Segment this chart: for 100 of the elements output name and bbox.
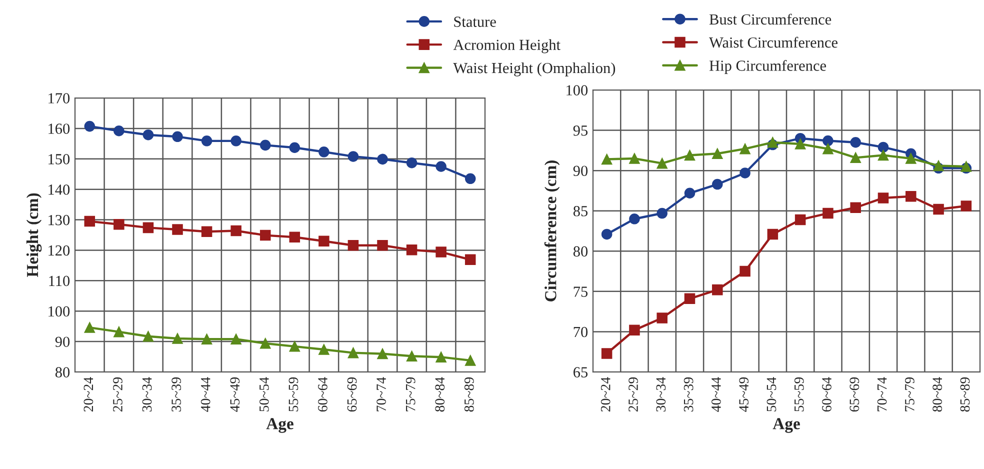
x-tick-label: 85~89: [960, 377, 970, 412]
x-tick-label: 60~64: [318, 377, 328, 412]
point: [172, 131, 183, 142]
point: [464, 254, 476, 266]
point: [230, 136, 242, 146]
point: [318, 236, 330, 246]
point: [84, 322, 96, 333]
point: [464, 355, 476, 366]
point: [377, 240, 388, 251]
point: [878, 192, 889, 204]
y-tick-label: 90: [573, 166, 588, 176]
point: [656, 312, 668, 324]
y-axis-title: Height (cm): [26, 193, 42, 278]
point: [906, 153, 916, 164]
point: [601, 154, 612, 165]
point: [822, 208, 834, 219]
point: [850, 152, 861, 164]
x-tick-label: 25~29: [113, 377, 122, 412]
point: [794, 138, 806, 150]
y-tick-label: 80: [55, 367, 70, 378]
point: [850, 202, 861, 214]
x-tick-label: 75~79: [406, 377, 416, 412]
x-tick-label: 45~49: [739, 377, 749, 412]
point: [684, 150, 696, 161]
point: [906, 190, 916, 202]
x-tick-label: 85~89: [464, 377, 474, 412]
y-tick-label: 80: [573, 246, 588, 257]
point: [348, 240, 359, 251]
x-tick-label: 50~54: [766, 377, 776, 412]
point: [933, 204, 944, 215]
point: [960, 200, 972, 212]
point: [822, 143, 834, 154]
y-tick-label: 120: [48, 245, 70, 256]
x-tick-label: 40~44: [200, 377, 210, 412]
legend-label: Acromion Height: [453, 39, 560, 54]
x-tick-label: 80~84: [435, 377, 445, 412]
y-tick-label: 140: [48, 184, 70, 195]
point: [142, 222, 154, 234]
point: [822, 135, 834, 146]
x-tick-label: 30~34: [142, 377, 152, 412]
point: [142, 129, 154, 140]
legend-label: Waist Circumference: [709, 36, 838, 48]
point: [406, 157, 418, 168]
y-tick-label: 75: [574, 286, 588, 297]
y-tick-label: 90: [55, 336, 70, 348]
point: [318, 146, 330, 158]
x-tick-label: 45~49: [230, 377, 240, 412]
point: [172, 224, 183, 235]
point: [406, 350, 418, 362]
x-tick-label: 70~74: [877, 377, 887, 412]
point: [767, 228, 778, 240]
point: [114, 218, 124, 230]
point: [260, 338, 271, 349]
point: [436, 352, 446, 362]
point: [656, 208, 668, 219]
point: [201, 334, 212, 344]
x-tick-label: 65~69: [850, 377, 860, 412]
x-tick-label: 75~79: [905, 377, 914, 412]
point: [712, 284, 723, 296]
point: [289, 341, 300, 352]
point: [348, 347, 359, 358]
x-tick-label: 60~64: [822, 377, 832, 412]
x-tick-label: 50~54: [259, 377, 269, 412]
point: [601, 348, 612, 359]
point: [201, 226, 212, 238]
point: [850, 136, 861, 148]
point: [436, 161, 446, 172]
point: [348, 151, 359, 162]
y-axis-title: Circumference (cm): [544, 160, 560, 302]
point: [84, 120, 96, 132]
x-tick-label: 40~44: [711, 377, 721, 412]
point: [740, 266, 750, 277]
x-tick-label: 35~39: [684, 377, 694, 412]
x-tick-label: 35~39: [172, 377, 181, 412]
x-tick-label: 65~69: [347, 377, 357, 412]
y-tick-label: 110: [49, 276, 70, 286]
point: [629, 214, 640, 224]
point: [289, 232, 300, 243]
point: [172, 333, 183, 344]
point: [629, 153, 640, 164]
point: [260, 230, 271, 241]
y-tick-label: 70: [574, 326, 588, 338]
point: [878, 142, 889, 153]
point: [740, 168, 750, 178]
point: [201, 136, 212, 146]
x-tick-label: 20~24: [600, 377, 610, 412]
legend-label: Waist Height (Omphalion): [453, 62, 616, 76]
y-tick-label: 170: [48, 93, 70, 104]
legend-label: Stature: [454, 16, 496, 27]
y-tick-label: 100: [48, 306, 70, 317]
point: [230, 334, 242, 344]
x-tick-label: 25~29: [628, 377, 638, 412]
x-tick-label: 80~84: [932, 377, 942, 412]
point: [260, 140, 271, 151]
point: [740, 143, 750, 154]
x-tick-label: 20~24: [84, 377, 94, 412]
x-tick-label: 70~74: [376, 377, 386, 412]
point: [656, 158, 668, 169]
point: [436, 246, 446, 258]
point: [114, 126, 124, 136]
